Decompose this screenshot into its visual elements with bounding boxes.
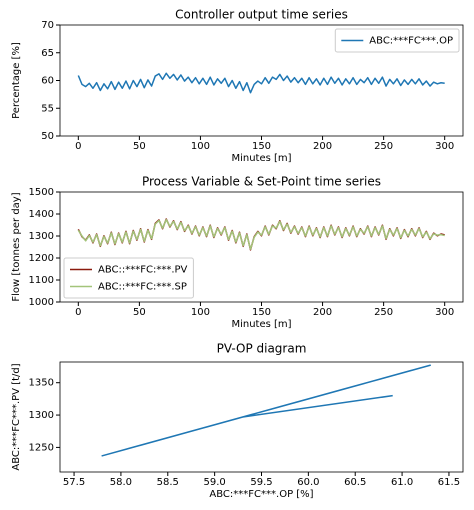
x-tick-label: 100 (191, 141, 210, 152)
x-tick-label: 60.0 (297, 477, 319, 488)
y-tick-label: 1250 (29, 442, 54, 453)
x-axis-label: ABC:***FC***.OP [%] (209, 489, 313, 500)
x-tick-label: 250 (374, 307, 393, 318)
x-tick-label: 250 (374, 141, 393, 152)
y-tick-label: 1500 (29, 187, 54, 198)
y-tick-label: 1100 (29, 275, 54, 286)
x-tick-label: 59.5 (250, 477, 272, 488)
x-tick-label: 300 (435, 307, 454, 318)
chart-title: PV-OP diagram (217, 342, 307, 356)
chart-title: Controller output time series (175, 8, 348, 22)
x-tick-label: 100 (191, 307, 210, 318)
series-line (77, 218, 445, 250)
y-tick-label: 60 (41, 76, 54, 87)
x-tick-label: 58.5 (157, 477, 179, 488)
y-tick-label: 1300 (29, 410, 54, 421)
y-tick-label: 50 (41, 131, 54, 142)
x-tick-label: 150 (252, 307, 271, 318)
x-tick-label: 50 (133, 307, 146, 318)
axes-frame (59, 24, 464, 137)
legend-label: ABC:***FC***.OP (369, 36, 453, 47)
y-axis-label: ABC:***FC***.PV [t/d] (11, 363, 22, 470)
x-axis-label: Minutes [m] (231, 153, 291, 164)
x-tick-label: 200 (313, 141, 332, 152)
y-tick-label: 70 (41, 20, 54, 31)
x-tick-label: 61.0 (391, 477, 413, 488)
legend-label: ABC::***FC:***.SP (98, 282, 187, 293)
x-tick-label: 59.0 (204, 477, 226, 488)
x-tick-label: 200 (313, 307, 332, 318)
legend-box (334, 28, 460, 53)
chart-title: Process Variable & Set-Point time series (142, 175, 381, 189)
series-line (101, 364, 431, 457)
y-tick-label: 1300 (29, 231, 54, 242)
y-tick-label: 55 (41, 103, 54, 114)
x-axis-label: Minutes [m] (231, 319, 291, 330)
y-tick-label: 1400 (29, 209, 54, 220)
series-line (77, 72, 445, 94)
x-tick-label: 60.5 (344, 477, 366, 488)
legend-label: ABC::***FC:***.PV (98, 265, 188, 276)
x-tick-label: 0 (75, 141, 81, 152)
y-tick-label: 1200 (29, 253, 54, 264)
y-tick-label: 1350 (29, 378, 54, 389)
x-tick-label: 58.0 (110, 477, 132, 488)
axes-frame (59, 191, 464, 303)
x-tick-label: 300 (435, 141, 454, 152)
y-tick-label: 1000 (29, 297, 54, 308)
x-tick-label: 150 (252, 141, 271, 152)
x-tick-label: 57.5 (63, 477, 85, 488)
legend-box (63, 257, 194, 299)
y-axis-label: Flow [tonnes per day] (11, 192, 22, 301)
y-axis-label: Percentage [%] (11, 42, 22, 119)
x-tick-label: 0 (75, 307, 81, 318)
axes-frame (59, 361, 464, 473)
x-tick-label: 50 (133, 141, 146, 152)
y-tick-label: 65 (41, 48, 54, 59)
x-tick-label: 61.5 (438, 477, 460, 488)
